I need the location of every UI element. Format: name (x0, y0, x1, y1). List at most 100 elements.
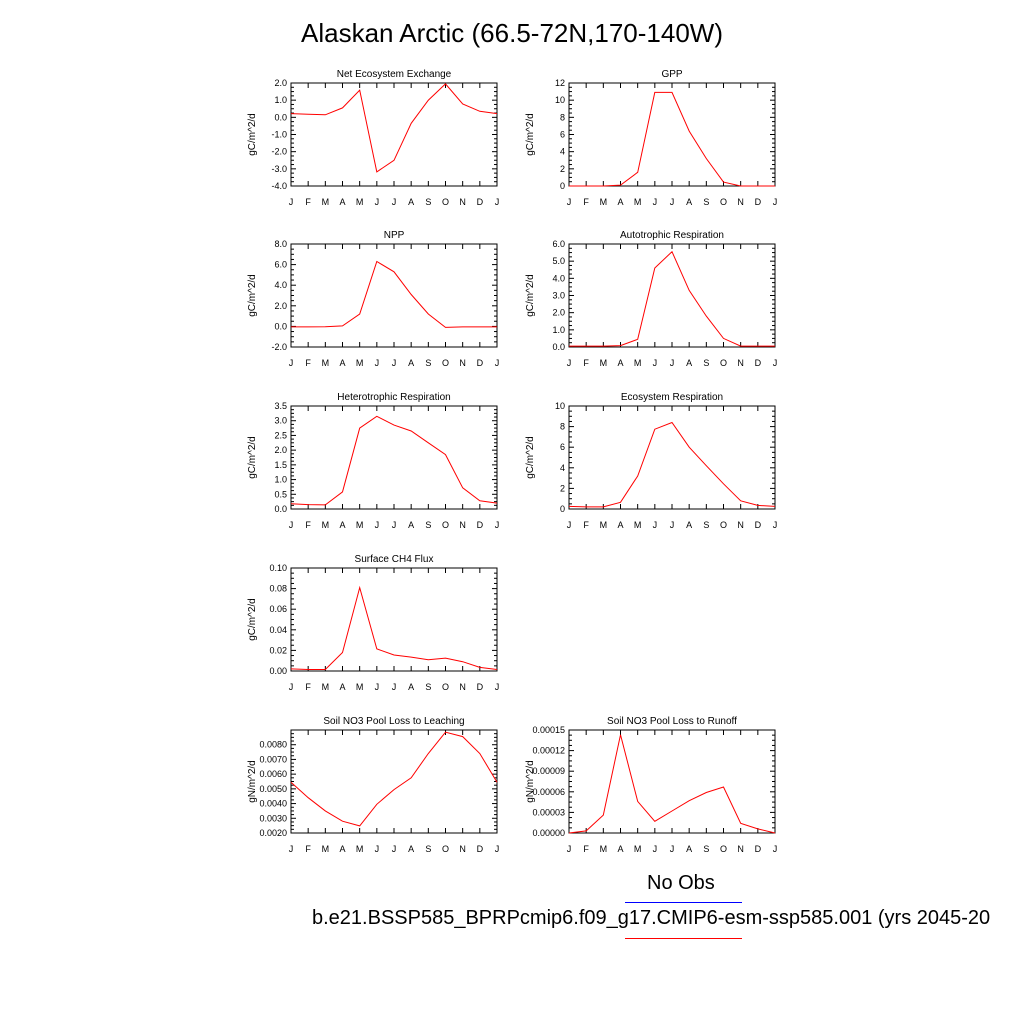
x-tick-label: D (477, 844, 484, 854)
series-line (569, 91, 775, 187)
y-tick-label: -2.0 (271, 147, 287, 157)
x-tick-label: N (737, 197, 744, 207)
y-axis-label: gC/m^2/d (525, 436, 536, 479)
x-tick-label: O (720, 520, 727, 530)
y-tick-label: -4.0 (271, 181, 287, 191)
x-tick-label: M (600, 358, 608, 368)
x-tick-label: M (634, 197, 642, 207)
y-tick-label: 8 (560, 422, 565, 432)
x-tick-label: D (477, 520, 484, 530)
x-tick-label: S (425, 682, 431, 692)
x-tick-label: S (425, 844, 431, 854)
y-tick-label: 4.0 (552, 273, 565, 283)
y-tick-label: 0.0 (274, 504, 287, 514)
y-tick-label: 0.0030 (259, 813, 287, 823)
y-tick-label: 0.00009 (532, 766, 565, 776)
y-tick-label: 0.02 (269, 645, 287, 655)
y-axis-label: gC/m^2/d (525, 274, 536, 317)
x-tick-label: D (755, 844, 762, 854)
y-tick-label: 1.0 (274, 95, 287, 105)
x-tick-label: J (289, 520, 294, 530)
x-tick-label: J (392, 682, 397, 692)
x-tick-label: M (356, 358, 364, 368)
x-tick-label: S (703, 358, 709, 368)
x-tick-label: J (375, 682, 380, 692)
x-tick-label: F (583, 520, 589, 530)
y-tick-label: 1.0 (552, 325, 565, 335)
y-tick-label: 10 (555, 95, 565, 105)
x-tick-label: D (755, 520, 762, 530)
x-tick-label: J (392, 197, 397, 207)
chart-title: GPP (661, 69, 682, 80)
plot-frame (290, 729, 498, 834)
x-tick-label: M (600, 197, 608, 207)
y-tick-label: 0.0 (552, 342, 565, 352)
y-tick-label: 1.5 (274, 460, 287, 470)
y-tick-label: 2 (560, 164, 565, 174)
x-tick-label: A (408, 844, 414, 854)
series-line (290, 415, 498, 506)
x-tick-label: D (477, 358, 484, 368)
x-tick-label: J (375, 358, 380, 368)
x-tick-label: F (305, 520, 311, 530)
x-tick-label: J (670, 520, 675, 530)
x-tick-label: N (737, 358, 744, 368)
x-tick-label: D (477, 197, 484, 207)
x-tick-label: O (720, 844, 727, 854)
y-tick-label: 2.0 (274, 445, 287, 455)
x-tick-label: O (442, 197, 449, 207)
y-axis-label: gN/m^2/d (247, 760, 258, 803)
x-tick-label: J (495, 682, 500, 692)
x-tick-label: O (442, 844, 449, 854)
y-tick-label: 12 (555, 78, 565, 88)
x-tick-label: J (289, 197, 294, 207)
x-tick-label: A (339, 358, 345, 368)
x-tick-label: F (305, 844, 311, 854)
chart-title: NPP (384, 230, 405, 241)
x-tick-label: N (459, 358, 466, 368)
x-tick-label: A (339, 844, 345, 854)
x-tick-label: J (567, 197, 572, 207)
plot-frame (568, 82, 776, 187)
x-tick-label: A (617, 358, 623, 368)
series-line (290, 731, 498, 827)
chart-title: Soil NO3 Pool Loss to Runoff (607, 716, 737, 727)
y-tick-label: 0.08 (269, 584, 287, 594)
y-tick-label: 2.0 (274, 301, 287, 311)
x-tick-label: J (773, 844, 778, 854)
x-tick-label: M (356, 520, 364, 530)
x-tick-label: F (583, 358, 589, 368)
x-tick-label: M (322, 682, 330, 692)
x-tick-label: J (495, 358, 500, 368)
y-tick-label: 0.0 (274, 112, 287, 122)
x-tick-label: F (583, 197, 589, 207)
y-tick-label: 0.00012 (532, 746, 565, 756)
x-tick-label: J (495, 844, 500, 854)
y-axis-label: gC/m^2/d (247, 436, 258, 479)
x-tick-label: M (634, 844, 642, 854)
x-tick-label: N (737, 844, 744, 854)
y-tick-label: 8 (560, 112, 565, 122)
x-tick-label: J (670, 844, 675, 854)
x-tick-label: M (322, 197, 330, 207)
y-tick-label: 0 (560, 504, 565, 514)
y-tick-label: 0.00003 (532, 807, 565, 817)
x-tick-label: A (617, 844, 623, 854)
series-line (568, 421, 776, 508)
y-tick-label: 0.0070 (259, 754, 287, 764)
y-tick-label: 0.0 (274, 321, 287, 331)
y-tick-label: 3.5 (274, 401, 287, 411)
y-tick-label: 0.0040 (259, 799, 287, 809)
x-tick-label: A (686, 197, 692, 207)
y-tick-label: 8.0 (274, 239, 287, 249)
x-tick-label: A (339, 682, 345, 692)
x-tick-label: A (686, 844, 692, 854)
y-tick-label: -3.0 (271, 164, 287, 174)
y-tick-label: 0.0060 (259, 769, 287, 779)
y-tick-label: 3.0 (552, 291, 565, 301)
